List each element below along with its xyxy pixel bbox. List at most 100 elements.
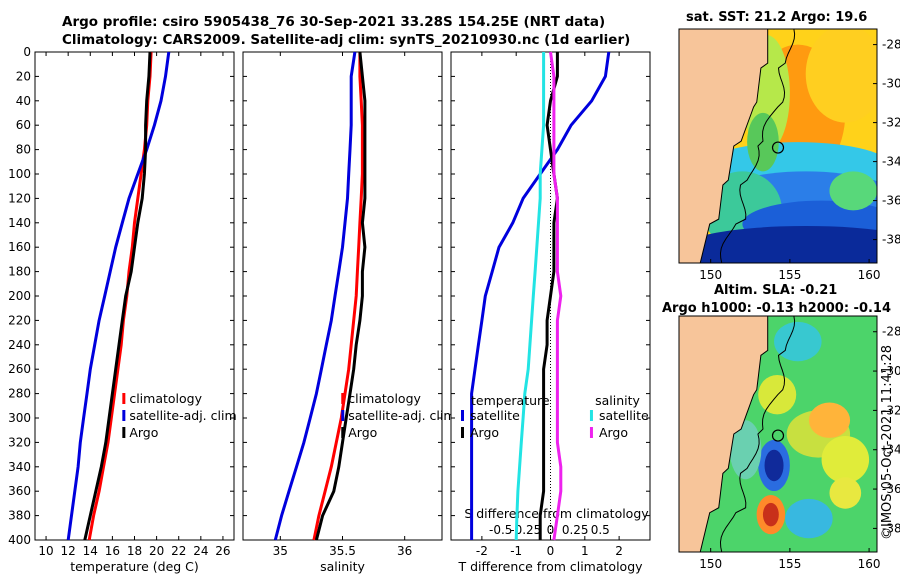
temperature-x-tick-label: 14 bbox=[83, 544, 98, 558]
legend-temperature-label: Argo bbox=[470, 425, 499, 440]
depth-tick-label: 300 bbox=[8, 411, 31, 425]
depth-tick-label: 0 bbox=[23, 45, 31, 59]
temperature-x-tick-label: 12 bbox=[61, 544, 76, 558]
sst-lat-tick-label: -30 bbox=[882, 77, 900, 91]
sla-lon-tick-label: 155 bbox=[778, 557, 801, 571]
temperature-x-tick-label: 22 bbox=[171, 544, 186, 558]
sst-lon-tick-label: 155 bbox=[778, 268, 801, 282]
legend-swatch-argo bbox=[341, 427, 345, 438]
sst-map-panel: 150 155 160 -28 -30 -32 -34 -36 -38 bbox=[678, 28, 900, 282]
depth-tick-label: 220 bbox=[8, 313, 31, 327]
legend-salinity-label: Argo bbox=[599, 425, 628, 440]
difference-x-tick-label: 2 bbox=[615, 544, 623, 558]
salinity-x-tick-label: 35 bbox=[273, 544, 288, 558]
legend-swatch-salinity bbox=[589, 427, 593, 438]
legend-temperature-label: satellite bbox=[470, 408, 520, 423]
coastline bbox=[699, 316, 769, 552]
profile-panel-salinity: 35 35.5 36 salinity climatology satellite-adj… bbox=[242, 51, 456, 574]
difference-x-tick-label: -1 bbox=[510, 544, 522, 558]
shelf-contour bbox=[719, 29, 796, 263]
land-mask bbox=[679, 316, 768, 552]
depth-tick-label: 200 bbox=[8, 289, 31, 303]
sla-field-patch bbox=[821, 435, 870, 484]
difference-x-tick-label: 1 bbox=[581, 544, 589, 558]
depth-tick-label: 260 bbox=[8, 362, 31, 376]
sla-map-panel: 150 155 160 -28 -30 -32 -34 -36 -38 bbox=[678, 315, 900, 571]
temperature-x-tick-label: 10 bbox=[38, 544, 53, 558]
depth-tick-label: 340 bbox=[8, 460, 31, 474]
sst-lat-tick-label: -32 bbox=[882, 116, 900, 130]
temperature-series-argo bbox=[83, 51, 152, 541]
sla-lat-tick-label: -30 bbox=[882, 364, 900, 378]
sst-lon-tick-label: 150 bbox=[699, 268, 722, 282]
sla-lat-tick-label: -38 bbox=[882, 521, 900, 535]
salinity-series-argo bbox=[314, 51, 367, 541]
sst-field-patch bbox=[805, 29, 877, 123]
difference-series-salinity-argo bbox=[549, 51, 563, 541]
sla-field-patch bbox=[785, 498, 833, 539]
sla-lat-tick-label: -32 bbox=[882, 403, 900, 417]
depth-tick-label: 280 bbox=[8, 387, 31, 401]
legend-salinity-label: satellite bbox=[599, 408, 649, 423]
difference-series-temperature-satellite bbox=[470, 51, 611, 540]
sla-field-patch bbox=[774, 321, 822, 362]
difference-x-tick-label: -2 bbox=[476, 544, 488, 558]
sla-field-patch bbox=[764, 449, 784, 482]
depth-tick-label: 20 bbox=[16, 69, 31, 83]
temperature-legend-label: climatology bbox=[129, 391, 202, 406]
sla-field-patch bbox=[829, 477, 862, 509]
sla-map-frame bbox=[678, 315, 878, 553]
sst-map-frame bbox=[678, 28, 878, 264]
sla-lat-tick-label: -28 bbox=[882, 325, 900, 339]
depth-tick-label: 100 bbox=[8, 167, 31, 181]
salinity-x-tick-label: 36 bbox=[397, 544, 412, 558]
sst-lat-tick-label: -38 bbox=[882, 233, 900, 247]
sst-field-patch bbox=[747, 112, 779, 172]
temperature-x-tick-label: 18 bbox=[127, 544, 142, 558]
sst-field-patch bbox=[829, 171, 877, 211]
depth-tick-label: 140 bbox=[8, 216, 31, 230]
depth-tick-label: 240 bbox=[8, 338, 31, 352]
salinity-difference-tick-label: -0.5 bbox=[489, 523, 512, 537]
temperature-x-tick-label: 26 bbox=[215, 544, 230, 558]
argo-float-marker bbox=[771, 429, 785, 442]
sla-field-patch bbox=[762, 502, 779, 527]
temperature-x-tick-label: 16 bbox=[105, 544, 120, 558]
salinity-x-tick-label: 35.5 bbox=[329, 544, 356, 558]
salinity-legend-label: satellite-adj. clim bbox=[348, 408, 455, 423]
sst-map-title: sat. SST: 21.2 Argo: 19.6 bbox=[686, 10, 868, 25]
argo-float-marker bbox=[771, 141, 785, 154]
salinity-x-axis-label: salinity bbox=[320, 559, 365, 574]
depth-tick-label: 80 bbox=[16, 143, 31, 157]
difference-series-temperature-argo bbox=[538, 52, 559, 540]
land-mask bbox=[679, 29, 768, 263]
depth-tick-label: 160 bbox=[8, 240, 31, 254]
legend-salinity-title: salinity bbox=[595, 393, 640, 408]
depth-tick-label: 60 bbox=[16, 118, 31, 132]
sst-lat-tick-label: -34 bbox=[882, 155, 900, 169]
temperature-x-tick-label: 24 bbox=[193, 544, 208, 558]
profile-panel-temperature: 0 20 40 60 80 100 120 140 160 180 200 220 240 260 280 3… bbox=[8, 45, 237, 574]
salinity-legend-label: climatology bbox=[348, 391, 421, 406]
legend-swatch-temperature bbox=[461, 427, 464, 438]
shelf-contour bbox=[719, 316, 796, 552]
sla-field-patch bbox=[808, 402, 851, 438]
sla-lat-tick-label: -34 bbox=[882, 443, 900, 457]
salinity-difference-tick-label: 0.25 bbox=[562, 523, 589, 537]
legend-swatch-climatology bbox=[341, 393, 345, 404]
sla-lat-tick-label: -36 bbox=[882, 482, 900, 496]
temperature-legend-label: satellite-adj. clim bbox=[129, 408, 236, 423]
temperature-axes-box bbox=[34, 51, 235, 541]
sla-map-title-line1: Altim. SLA: -0.21 bbox=[714, 283, 838, 298]
sst-lat-tick-label: -36 bbox=[882, 194, 900, 208]
depth-tick-label: 400 bbox=[8, 533, 31, 547]
sst-lat-tick-label: -28 bbox=[882, 38, 900, 52]
sla-lon-tick-label: 150 bbox=[699, 557, 722, 571]
depth-tick-label: 120 bbox=[8, 191, 31, 205]
sla-field-patch bbox=[729, 420, 762, 480]
depth-tick-label: 320 bbox=[8, 435, 31, 449]
temperature-legend-label: Argo bbox=[129, 425, 158, 440]
legend-swatch-satellite-adj-clim bbox=[122, 410, 126, 421]
